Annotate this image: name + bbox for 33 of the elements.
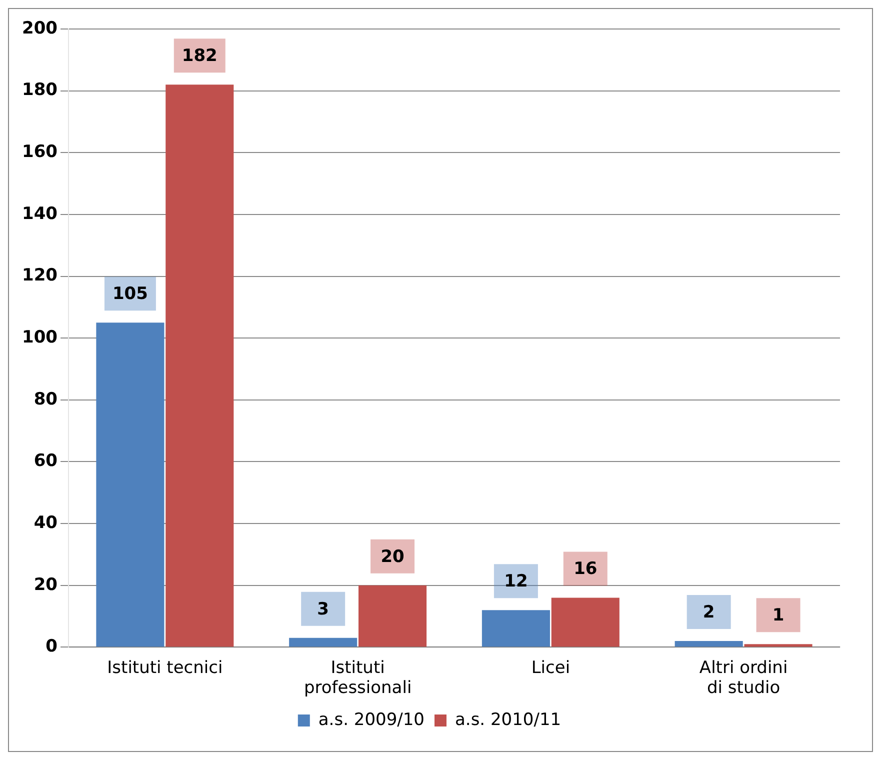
- bar: [358, 585, 427, 647]
- data-label: 20: [380, 546, 405, 567]
- x-tick-label: Istituti professionali: [304, 658, 412, 698]
- x-tick-label: Altri ordini di studio: [699, 658, 788, 698]
- bar: [482, 610, 550, 647]
- y-tick-label: 60: [34, 451, 58, 472]
- x-tick-label: Licei: [531, 658, 570, 678]
- y-tick-label: 140: [22, 204, 58, 224]
- legend-label: a.s. 2010/11: [455, 710, 562, 730]
- y-tick-label: 0: [46, 636, 58, 657]
- legend-label: a.s. 2009/10: [318, 710, 424, 730]
- bar: [166, 84, 234, 647]
- data-label: 182: [182, 46, 218, 66]
- data-label: 105: [112, 284, 148, 304]
- bar: [674, 641, 743, 647]
- y-tick-label: 80: [34, 389, 58, 410]
- y-tick-label: 40: [34, 512, 58, 533]
- data-label: 2: [702, 602, 715, 622]
- y-tick-label: 120: [22, 266, 58, 286]
- data-label: 1: [772, 606, 784, 626]
- y-tick-label: 180: [22, 80, 58, 100]
- data-label: 12: [504, 572, 528, 592]
- y-tick-label: 200: [22, 18, 58, 38]
- bar: [96, 322, 164, 647]
- bar: [551, 598, 620, 647]
- bar: [744, 644, 812, 647]
- data-label: 3: [317, 599, 330, 620]
- y-tick-label: 20: [34, 574, 58, 595]
- bar: [289, 638, 358, 647]
- y-tick-label: 100: [22, 328, 58, 348]
- x-tick-label: Istituti tecnici: [107, 658, 223, 678]
- data-label: 16: [574, 559, 598, 580]
- y-tick-label: 160: [22, 142, 58, 162]
